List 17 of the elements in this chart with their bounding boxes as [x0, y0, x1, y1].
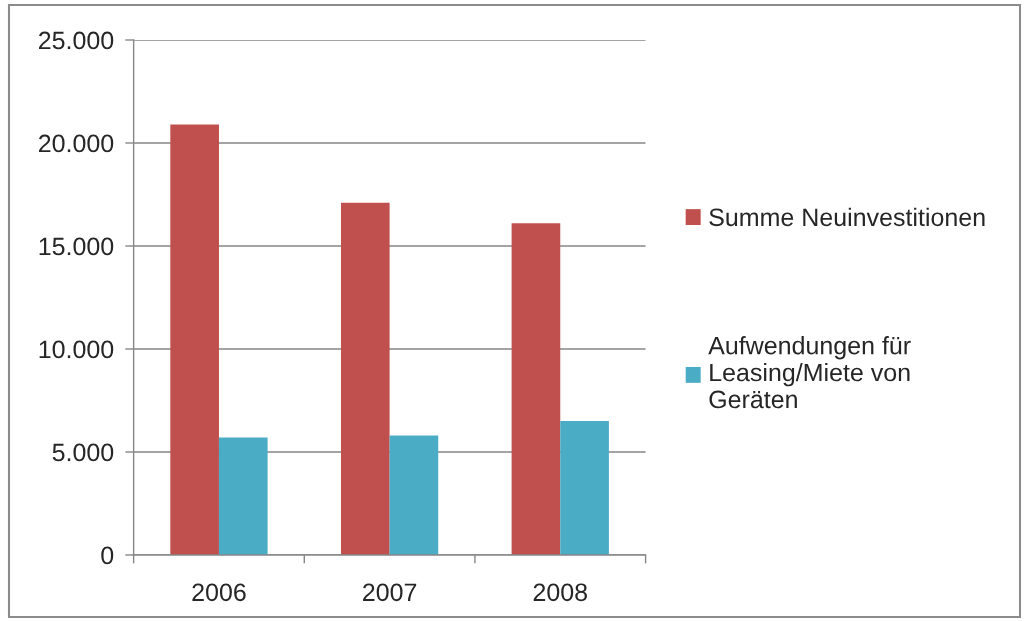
y-tick-label: 10.000: [39, 340, 114, 359]
y-tick-label: 15.000: [39, 237, 114, 256]
y-tick-label: 0: [101, 546, 114, 565]
bar: [560, 421, 609, 555]
bar: [218, 437, 268, 555]
y-tick-label: 20.000: [39, 134, 114, 153]
x-tick-label: 2006: [192, 583, 246, 602]
x-tick-label: 2008: [533, 583, 587, 602]
legend-label: Aufwendungen für Leasing/Miete von Geräten: [708, 336, 911, 409]
y-tick-label: 25.000: [39, 31, 114, 50]
bar: [170, 124, 219, 555]
x-tick-label: 2007: [363, 583, 417, 602]
bar: [511, 223, 561, 555]
y-tick-label: 5.000: [52, 443, 114, 462]
bar: [340, 202, 390, 555]
legend-label: Summe Neuinvestitionen: [709, 207, 985, 227]
bar: [389, 435, 439, 555]
